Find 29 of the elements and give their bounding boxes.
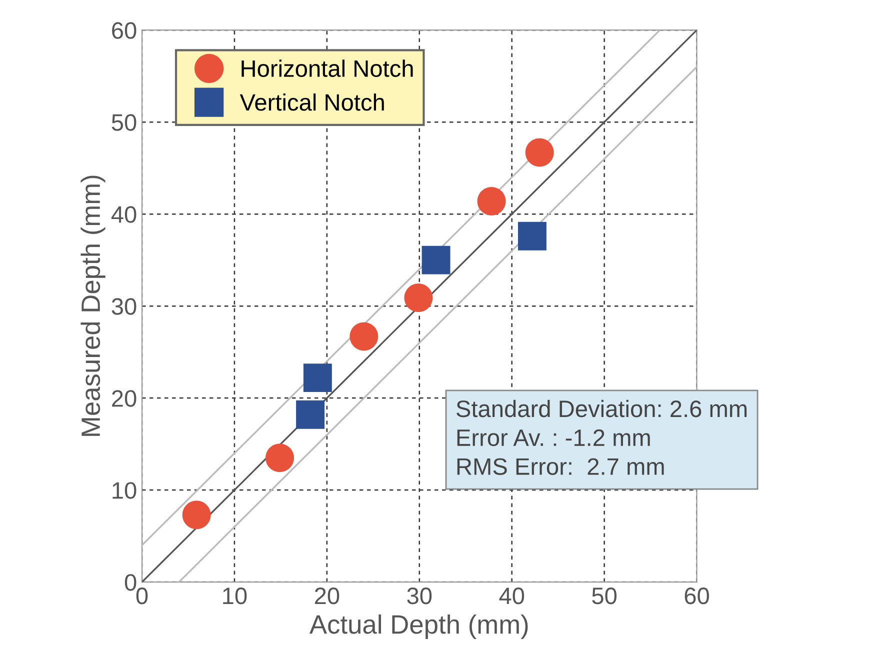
point <box>296 400 325 429</box>
y-tick-label: 10 <box>112 482 136 499</box>
point <box>477 186 506 216</box>
y-tick-label: 40 <box>111 206 136 223</box>
x-tick-label: 0 <box>136 588 148 604</box>
x-tick-label: 10 <box>223 588 247 604</box>
point <box>525 138 554 167</box>
y-axis-title: Measured Depth (mm) <box>80 176 106 436</box>
point <box>422 246 450 274</box>
x-tick-label: 60 <box>684 588 709 604</box>
point <box>350 322 378 351</box>
x-axis-title: Actual Depth (mm) <box>309 614 528 640</box>
y-tick-label: 20 <box>112 390 136 407</box>
legend-label: Vertical Notch <box>240 93 384 111</box>
x-tick-label: 40 <box>499 588 524 604</box>
point <box>404 284 433 312</box>
y-tick-label: 30 <box>112 298 136 315</box>
y-tick-label: 0 <box>124 574 136 591</box>
point <box>518 222 546 250</box>
y-tick-label: 60 <box>112 22 136 39</box>
x-tick-label: 50 <box>592 588 617 604</box>
y-tick-label: 50 <box>112 114 136 131</box>
point <box>182 500 211 530</box>
legend-label: Horizontal Notch <box>242 60 413 77</box>
x-tick-label: 20 <box>314 588 340 604</box>
x-tick-label: 30 <box>407 588 432 604</box>
annotation: Standard Deviation: 2.6 mm Error Av. : -1.2 mm RMS Error: 2.7 mm <box>456 400 747 475</box>
point <box>303 364 332 392</box>
point <box>266 444 294 472</box>
